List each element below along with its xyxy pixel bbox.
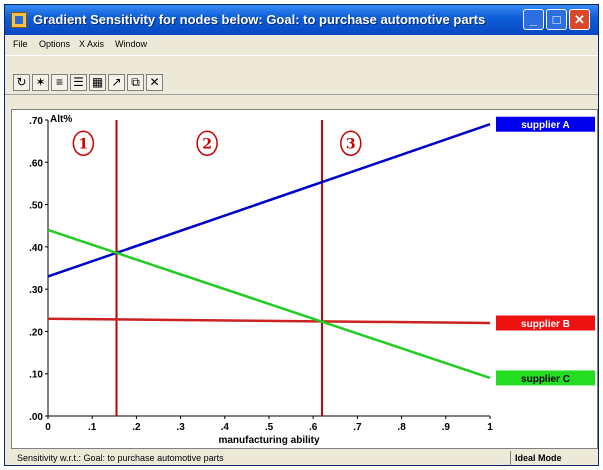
x-tick-label: .6 — [309, 422, 318, 433]
legend-entry: supplier B — [521, 319, 570, 330]
status-bar: Sensitivity w.r.t.: Goal: to purchase au… — [5, 451, 598, 466]
app-icon — [11, 12, 27, 28]
table-icon[interactable]: ▦ — [89, 74, 106, 91]
sort-icon[interactable]: ≡ — [51, 74, 68, 91]
close-x-icon[interactable]: ✕ — [146, 74, 163, 91]
toolbar: ↻ ✶ ≡ ☰ ▦ ↗ ⧉ ✕ — [5, 55, 598, 95]
app-window: Gradient Sensitivity for nodes below: Go… — [4, 4, 599, 466]
title-bar[interactable]: Gradient Sensitivity for nodes below: Go… — [5, 5, 598, 35]
chart-icon[interactable]: ✶ — [32, 74, 49, 91]
minimize-button[interactable]: _ — [523, 9, 544, 30]
maximize-button[interactable]: □ — [546, 9, 567, 30]
legend-swatch — [496, 116, 595, 132]
status-divider — [510, 451, 511, 466]
x-tick-label: 0 — [45, 422, 51, 433]
region-circle — [340, 130, 362, 157]
region-circle — [196, 130, 218, 157]
y-tick-label: .40 — [29, 243, 43, 254]
arrow-icon[interactable]: ↗ — [108, 74, 125, 91]
menu-bar: File Options X Axis Window — [5, 36, 598, 53]
refresh-icon[interactable]: ↻ — [13, 74, 30, 91]
sensitivity-chart: .00 .10 .20 .30 .40 .50 .60 .70 Alt% 0 .1 .2 .3 .4 .5.… — [29, 114, 595, 446]
menu-window[interactable]: Window — [115, 39, 148, 49]
region-label: 2 — [202, 136, 212, 152]
region-circle — [72, 130, 95, 157]
y-tick-label: .10 — [29, 370, 43, 381]
y-tick-label: .70 — [29, 116, 43, 127]
x-axis-label: manufacturing ability — [218, 435, 320, 446]
x-tick-label: .5 — [265, 422, 274, 433]
mode-indicator: Ideal Mode — [515, 453, 562, 463]
legend-entry: supplier A — [521, 120, 570, 131]
legend-swatch — [496, 315, 595, 331]
series-line-supplier-b — [47, 317, 491, 325]
copy-icon[interactable]: ⧉ — [127, 74, 144, 91]
legend-entry: supplier C — [521, 374, 570, 385]
region-label: 1 — [78, 136, 88, 152]
x-tick-label: .3 — [176, 422, 185, 433]
y-tick-label: .60 — [29, 158, 43, 169]
x-tick-label: 1 — [487, 422, 493, 433]
x-tick-label: .1 — [88, 422, 97, 433]
window-title: Gradient Sensitivity for nodes below: Go… — [33, 12, 486, 27]
series-line-supplier-c — [47, 228, 491, 380]
menu-file[interactable]: File — [13, 39, 28, 49]
x-tick-label: .7 — [353, 422, 362, 433]
status-text: Sensitivity w.r.t.: Goal: to purchase au… — [17, 453, 224, 463]
menu-options[interactable]: Options — [39, 39, 71, 49]
y-axis-label: Alt% — [50, 114, 72, 125]
close-button[interactable]: ✕ — [569, 9, 590, 30]
x-tick-label: .2 — [132, 422, 141, 433]
series-line-supplier-a — [47, 123, 491, 278]
menu-x-axis[interactable]: X Axis — [79, 39, 105, 49]
y-tick-label: .00 — [29, 412, 43, 423]
legend-swatch — [496, 370, 595, 386]
y-tick-label: .30 — [29, 285, 43, 296]
plot-area: .00 .10 .20 .30 .40 .50 .60 .70 Alt% 0 .1 .2 .3 .4 .5.… — [11, 109, 598, 449]
x-tick-label: .9 — [442, 422, 451, 433]
region-label: 3 — [346, 136, 356, 152]
x-tick-label: .4 — [221, 422, 230, 433]
y-tick-label: .50 — [29, 201, 43, 212]
sort-alt-icon[interactable]: ☰ — [70, 74, 87, 91]
y-tick-label: .20 — [29, 327, 43, 338]
x-tick-label: .8 — [397, 422, 406, 433]
